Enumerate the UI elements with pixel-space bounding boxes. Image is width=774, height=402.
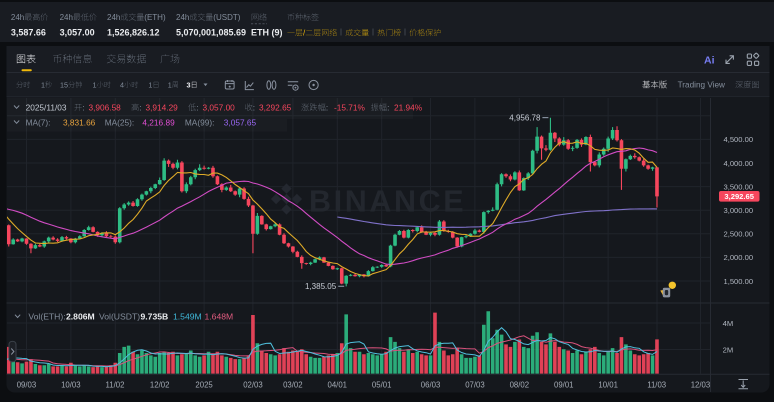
svg-text:Trading View: Trading View [678,81,725,90]
svg-text:4M: 4M [723,319,734,328]
svg-text:2M: 2M [723,345,734,354]
svg-text:9.735B: 9.735B [141,312,169,322]
svg-text:2025: 2025 [195,380,213,389]
svg-text:3,057.65: 3,057.65 [224,117,257,127]
svg-text:06/03: 06/03 [421,380,441,389]
svg-text:/: / [303,29,306,38]
svg-text:2,500.00: 2,500.00 [724,230,754,239]
svg-text:2.806M: 2.806M [66,312,95,322]
svg-text:3,906.58: 3,906.58 [89,102,122,112]
svg-text:10/03: 10/03 [61,380,81,389]
svg-text:5,070,001,085.69: 5,070,001,085.69 [176,28,246,38]
svg-text:-15.71%: -15.71% [334,102,366,112]
svg-text:(ETH): (ETH) [144,13,166,22]
svg-text:12/03: 12/03 [691,380,711,389]
svg-text:Vol(USDT):: Vol(USDT): [99,312,142,322]
svg-text:1: 1 [93,80,97,89]
svg-text:BINANCE: BINANCE [309,185,466,219]
svg-text:4,216.89: 4,216.89 [142,117,175,127]
svg-text:3,587.66: 3,587.66 [11,28,46,38]
svg-text:1.648M: 1.648M [205,312,234,322]
svg-text:MA(25):: MA(25): [105,117,135,127]
svg-text::: : [82,102,84,112]
svg-text:Ai: Ai [704,55,715,67]
svg-text:1.549M: 1.549M [173,312,202,322]
svg-text:ETH (9): ETH (9) [251,28,283,38]
svg-text:24h: 24h [107,13,120,22]
svg-text:21.94%: 21.94% [394,102,423,112]
svg-text:09/03: 09/03 [17,380,37,389]
svg-text:4,500.00: 4,500.00 [724,135,754,144]
svg-text:3,914.29: 3,914.29 [146,102,179,112]
svg-text:1,385.05: 1,385.05 [305,282,337,291]
svg-text:12/02: 12/02 [150,380,170,389]
svg-text:1,500.00: 1,500.00 [724,277,754,286]
svg-text::: : [387,102,389,112]
svg-text:MA(99):: MA(99): [185,117,215,127]
svg-text:(USDT): (USDT) [213,13,240,22]
svg-text:07/03: 07/03 [465,380,485,389]
svg-text:2025/11/03: 2025/11/03 [26,102,67,112]
svg-text:3,292.65: 3,292.65 [724,192,754,201]
svg-text:1: 1 [148,80,152,89]
svg-text:24h: 24h [176,13,189,22]
svg-text:10/01: 10/01 [598,380,618,389]
svg-text::: : [326,102,328,112]
svg-text:24h: 24h [11,13,24,22]
svg-text:4,000.00: 4,000.00 [724,159,754,168]
svg-text:3,500.00: 3,500.00 [724,182,754,191]
svg-text:3,057.00: 3,057.00 [60,28,95,38]
svg-text:02/03: 02/03 [243,380,263,389]
svg-text:09/01: 09/01 [554,380,574,389]
svg-text:3,292.65: 3,292.65 [259,102,292,112]
svg-text:3: 3 [187,80,191,89]
svg-text:11/03: 11/03 [647,380,666,389]
svg-text:MA(7):: MA(7): [26,117,51,127]
svg-text:05/01: 05/01 [372,380,392,389]
svg-text:24h: 24h [60,13,73,22]
svg-text::: : [196,102,198,112]
svg-text:15: 15 [60,80,68,89]
svg-text:3,831.66: 3,831.66 [63,117,96,127]
svg-text:1,526,826.12: 1,526,826.12 [107,28,160,38]
svg-text::: : [139,102,141,112]
svg-text:1: 1 [41,80,45,89]
svg-text:03/02: 03/02 [283,380,303,389]
svg-text:1: 1 [168,80,172,89]
svg-text:11/02: 11/02 [106,380,125,389]
svg-text:2,000.00: 2,000.00 [724,253,754,262]
svg-text::: : [253,102,255,112]
svg-text:3,000.00: 3,000.00 [724,206,754,215]
svg-text:4: 4 [120,80,124,89]
svg-text:4,956.78: 4,956.78 [509,113,541,122]
svg-text:04/01: 04/01 [328,380,348,389]
svg-text:3,057.00: 3,057.00 [203,102,236,112]
svg-text:08/02: 08/02 [510,380,530,389]
svg-text:Vol(ETH):: Vol(ETH): [28,312,65,322]
